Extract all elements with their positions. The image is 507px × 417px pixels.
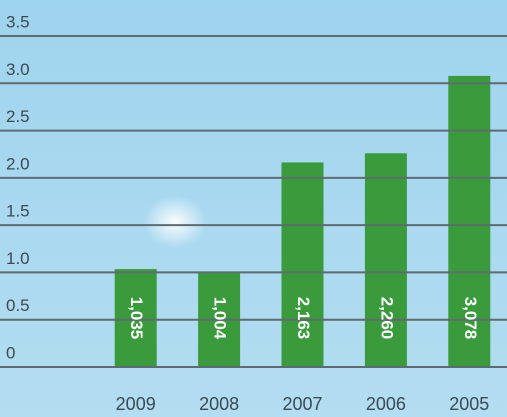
x-tick-label: 2005 (449, 394, 489, 414)
value-label: 1,035 (127, 297, 146, 340)
x-tick-label: 2008 (199, 394, 239, 414)
value-label: 2,260 (377, 297, 396, 340)
y-tick-label: 2.5 (6, 107, 30, 126)
value-label: 2,163 (294, 297, 313, 340)
y-tick-label: 1.5 (6, 202, 30, 221)
light-flare (143, 196, 207, 248)
y-tick-label: 3.0 (6, 60, 30, 79)
background (0, 0, 507, 417)
y-tick-label: 0 (6, 343, 15, 362)
y-tick-label: 2.0 (6, 154, 30, 173)
y-tick-label: 0.5 (6, 296, 30, 315)
chart: 2009 2008 2007 2006 2005 0 0.5 1.0 1.5 2.0 2.5 3.0 3… (0, 0, 507, 417)
y-tick-label: 3.5 (6, 12, 30, 31)
x-tick-label: 2009 (116, 394, 156, 414)
x-tick-label: 2006 (366, 394, 406, 414)
value-label: 3,078 (461, 297, 480, 340)
x-tick-label: 2007 (282, 394, 322, 414)
y-tick-label: 1.0 (6, 249, 30, 268)
value-label: 1,004 (211, 297, 230, 340)
